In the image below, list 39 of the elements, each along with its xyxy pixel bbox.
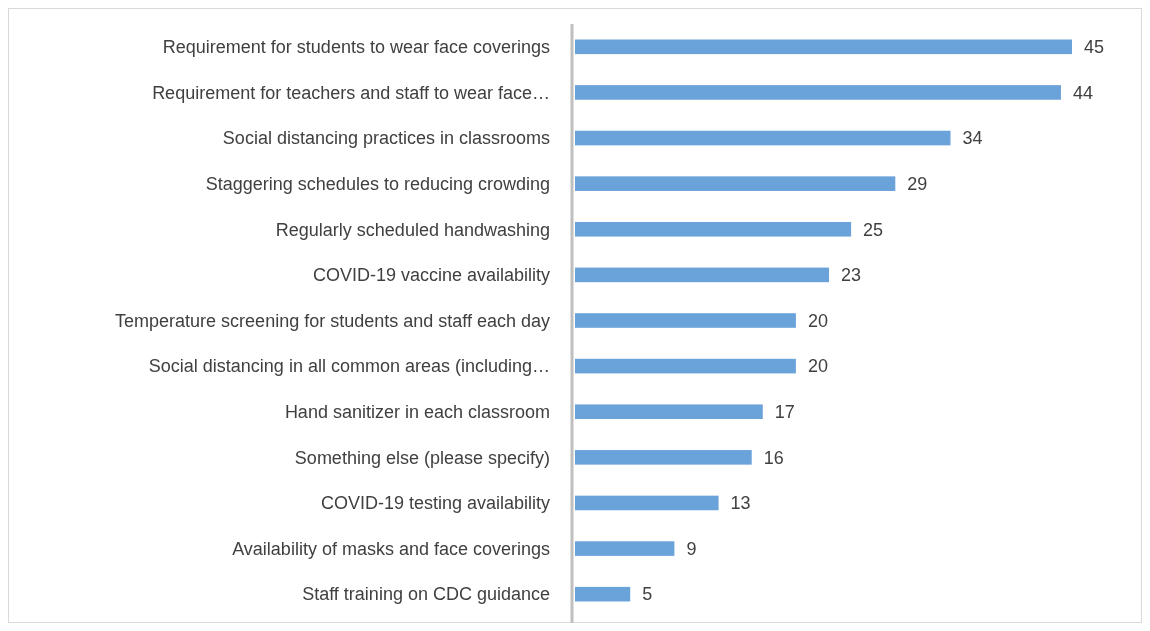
bar (575, 541, 675, 556)
data-label: 13 (730, 493, 751, 514)
bar (575, 85, 1061, 100)
data-label: 29 (907, 173, 928, 194)
bar (575, 267, 830, 283)
y-tick-label: Staff training on CDC guidance (302, 584, 550, 605)
y-tick-label: Something else (please specify) (294, 447, 550, 468)
y-tick-label: COVID-19 testing availability (320, 493, 550, 514)
data-label: 20 (807, 310, 828, 331)
y-tick-label: Staggering schedules to reducing crowding (205, 173, 550, 194)
y-tick-label: Requirement for teachers and staff to wear face… (152, 82, 550, 103)
bar (575, 586, 631, 602)
bar (575, 176, 896, 191)
bar (575, 130, 951, 146)
data-label: 5 (642, 584, 653, 605)
bar (575, 39, 1072, 55)
bar (575, 221, 852, 237)
bar (575, 358, 796, 374)
bar (575, 313, 796, 328)
data-label: 9 (686, 538, 697, 559)
y-tick-label: Hand sanitizer in each classroom (284, 402, 550, 423)
data-label: 25 (863, 219, 884, 240)
y-tick-label: Social distancing in all common areas (including… (148, 356, 550, 377)
y-tick-label: COVID-19 vaccine availability (312, 265, 550, 286)
data-label: 23 (841, 265, 862, 286)
y-tick-label: Requirement for students to wear face coverings (162, 37, 550, 58)
y-tick-label: Availability of masks and face coverings (232, 538, 550, 559)
y-tick-label: Regularly scheduled handwashing (275, 219, 550, 240)
bar (575, 450, 752, 465)
data-label: 17 (774, 402, 795, 423)
data-label: 20 (807, 356, 828, 377)
y-tick-label: Temperature screening for students and staff each day (115, 310, 550, 331)
data-label: 44 (1072, 82, 1093, 103)
bar (575, 404, 763, 420)
data-label: 16 (763, 447, 784, 468)
bar (575, 495, 719, 511)
data-label: 34 (962, 128, 983, 149)
y-tick-label: Social distancing practices in classrooms (222, 128, 550, 149)
data-label: 45 (1084, 37, 1105, 58)
